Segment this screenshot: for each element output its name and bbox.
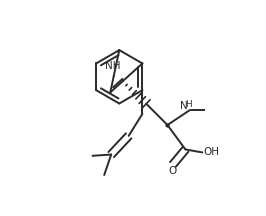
Text: N: N	[180, 100, 187, 111]
Text: O: O	[168, 166, 176, 176]
Text: NH: NH	[105, 61, 120, 71]
Text: OH: OH	[203, 148, 219, 157]
Text: H: H	[185, 100, 191, 109]
